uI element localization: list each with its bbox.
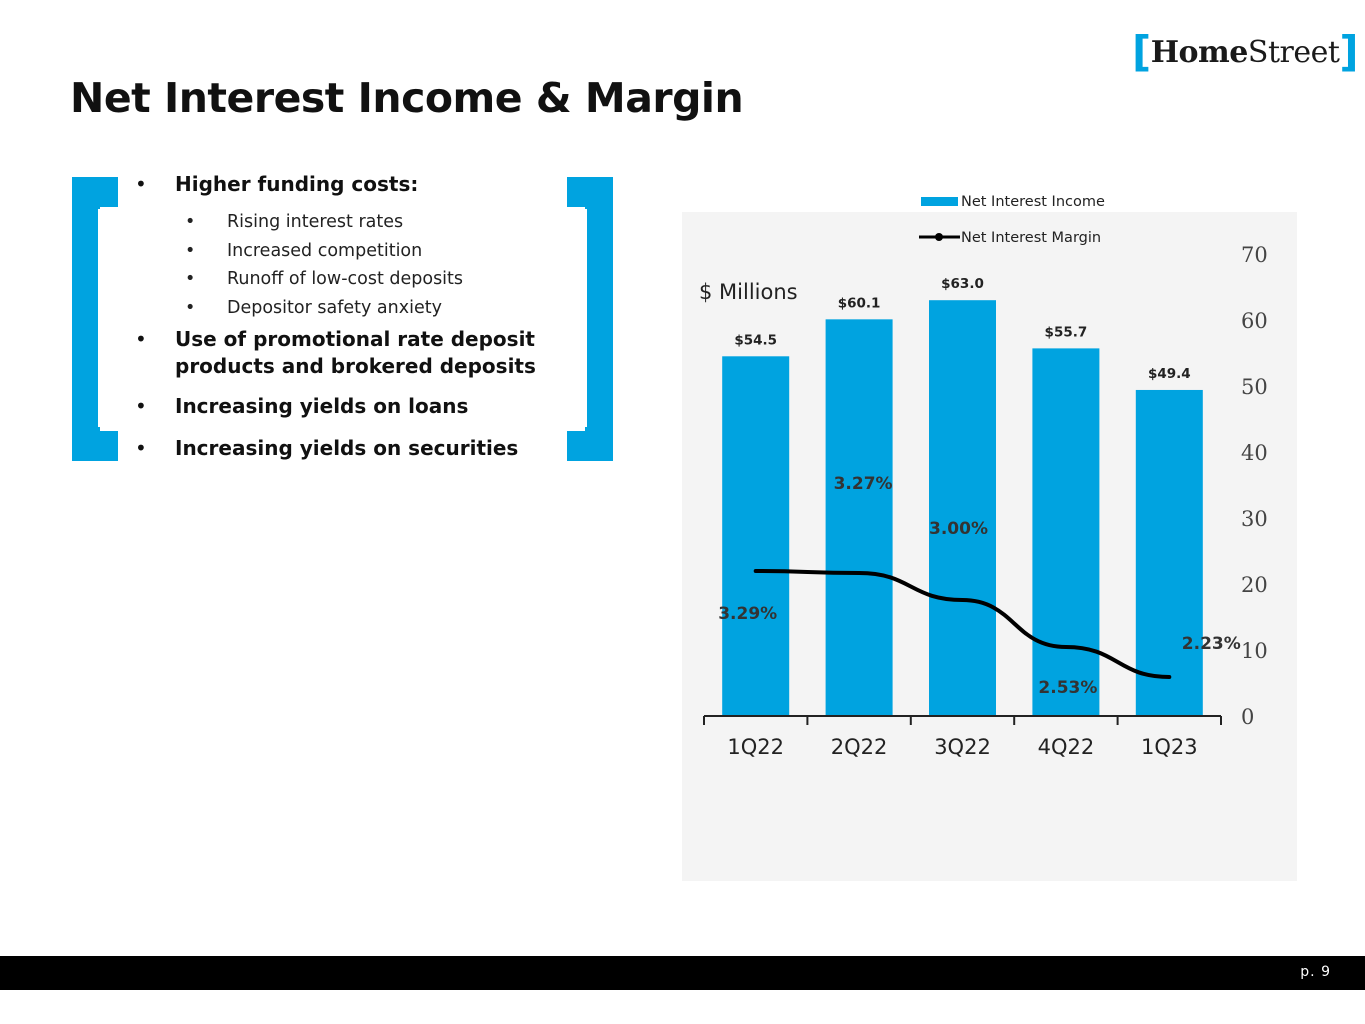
sub-bullet-text: Runoff of low-cost deposits [227, 269, 464, 289]
y-tick-label: 30 [1241, 507, 1268, 531]
sub-bullet-depositor-anxiety: • Depositor safety anxiety [135, 294, 555, 323]
bullet-marker: • [135, 327, 147, 351]
bullet-promotional-deposits: • Use of promotional rate deposit produc… [135, 326, 555, 380]
margin-line [753, 569, 1172, 679]
x-tick-label: 2Q22 [831, 735, 888, 759]
y-tick-label: 20 [1241, 573, 1268, 597]
legend-marker-net-interest-margin [935, 233, 943, 241]
bar-4q22 [1032, 348, 1100, 716]
bar-data-label: $55.7 [1045, 324, 1088, 340]
footer-bar: p. 9 [0, 956, 1365, 990]
margin-data-label: 2.23% [1182, 634, 1241, 654]
bullet-text: Higher funding costs: [175, 172, 419, 196]
sub-bullet-competition: • Increased competition [135, 237, 555, 266]
sub-bullet-text: Increased competition [227, 240, 423, 261]
bar-1q22 [722, 356, 790, 716]
margin-data-label: 2.53% [1038, 678, 1097, 698]
bullet-securities-yields: • Increasing yields on securities [135, 436, 555, 460]
sub-bullet-text: Depositor safety anxiety [227, 297, 442, 318]
net-interest-chart: $ Millions 0 10 20 30 40 50 60 70 $54.5 $60.1 $63.0… [699, 194, 1268, 759]
x-tick-label: 3Q22 [934, 735, 991, 759]
sub-bullet-marker: • [185, 212, 196, 232]
logo-bracket-left: [ [1132, 27, 1151, 76]
sub-bullet-text: Rising interest rates [227, 212, 404, 232]
bar-1q23 [1135, 389, 1203, 716]
bullet-marker: • [135, 436, 147, 460]
logo-text-home: Home [1150, 34, 1249, 70]
bullet-funding-costs: • Higher funding costs: [135, 172, 555, 196]
y-axis-label: $ Millions [699, 280, 798, 304]
page-number: p. 9 [1300, 964, 1331, 980]
y-tick-label: 60 [1241, 309, 1268, 333]
sub-bullet-rising-rates: • Rising interest rates [135, 208, 555, 237]
right-bracket-decoration [567, 177, 613, 461]
x-tick-label: 4Q22 [1038, 735, 1095, 759]
bar-data-label: $54.5 [734, 332, 777, 348]
sub-bullet-marker: • [185, 269, 196, 289]
logo-bracket-right: ] [1339, 27, 1359, 76]
x-tick-label: 1Q22 [727, 735, 784, 759]
bullet-text: Increasing yields on loans [175, 394, 469, 418]
margin-data-label: 3.00% [929, 519, 988, 539]
left-bracket-decoration [72, 177, 118, 461]
y-tick-label: 40 [1241, 441, 1268, 465]
sub-bullet-marker: • [185, 297, 196, 318]
bullet-text: Increasing yields on securities [175, 436, 519, 460]
bar-2q22 [825, 319, 893, 716]
bar-data-label: $63.0 [941, 276, 984, 292]
bar-data-label: $49.4 [1148, 366, 1191, 382]
bar-3q22 [929, 300, 996, 716]
sub-bullet-marker: • [185, 240, 196, 261]
bullet-text: Use of promotional rate deposit products… [175, 327, 536, 378]
legend-label-net-interest-margin: Net Interest Margin [961, 230, 1101, 246]
y-tick-label: 70 [1241, 243, 1268, 267]
x-tick-label: 1Q23 [1141, 735, 1198, 759]
margin-data-label: 3.27% [834, 474, 893, 494]
page-title: Net Interest Income & Margin [70, 74, 744, 122]
margin-data-label: 3.29% [718, 604, 777, 624]
homestreet-logo: [ Home Street ] [1132, 27, 1359, 76]
y-tick-label: 0 [1241, 705, 1254, 729]
sub-bullet-runoff: • Runoff of low-cost deposits [135, 265, 555, 294]
bullet-loan-yields: • Increasing yields on loans [135, 394, 555, 418]
legend-swatch-net-interest-income [921, 197, 958, 206]
bullet-list: • Higher funding costs: • Rising interes… [135, 172, 555, 460]
bar-data-label: $60.1 [838, 295, 881, 311]
y-tick-label: 50 [1241, 375, 1268, 399]
bullet-marker: • [135, 172, 147, 196]
legend-label-net-interest-income: Net Interest Income [961, 194, 1105, 210]
y-tick-label: 10 [1241, 639, 1268, 663]
bullet-marker: • [135, 394, 147, 418]
logo-text-street: Street [1247, 34, 1340, 70]
